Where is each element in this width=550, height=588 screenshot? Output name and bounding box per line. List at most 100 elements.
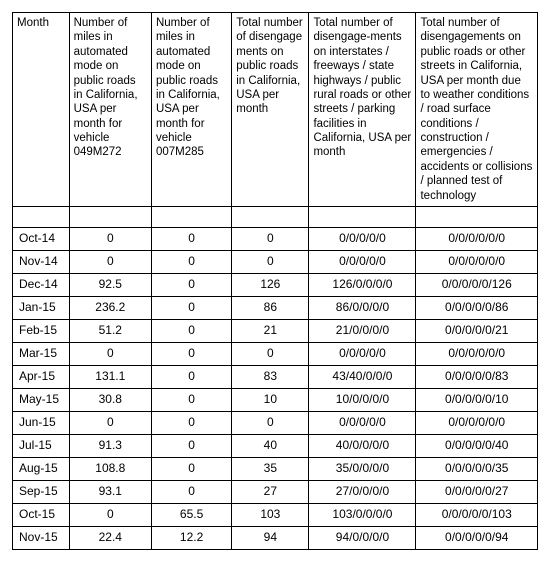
table-cell: 0: [69, 503, 151, 526]
table-cell: 0: [232, 250, 309, 273]
table-row: Mar-150000/0/0/0/00/0/0/0/0/0: [13, 342, 538, 365]
table-cell: 0/0/0/0/0/40: [416, 434, 538, 457]
table-cell: 35/0/0/0/0: [309, 457, 416, 480]
table-cell: Oct-14: [13, 227, 70, 250]
col-header-miles-049m272: Number of miles in automated mode on pub…: [69, 13, 151, 207]
table-row: Oct-140000/0/0/0/00/0/0/0/0/0: [13, 227, 538, 250]
table-cell: 0: [69, 250, 151, 273]
table-cell: 0: [151, 388, 231, 411]
table-cell: Jun-15: [13, 411, 70, 434]
table-cell: 27/0/0/0/0: [309, 480, 416, 503]
table-cell: 51.2: [69, 319, 151, 342]
col-header-disengagements-by-roadtype: Total number of disengage-ments on inter…: [309, 13, 416, 207]
table-cell: 0: [151, 250, 231, 273]
table-cell: 236.2: [69, 296, 151, 319]
table-cell: 21/0/0/0/0: [309, 319, 416, 342]
table-cell: 0/0/0/0/0: [309, 227, 416, 250]
table-cell: Mar-15: [13, 342, 70, 365]
table-cell: 0/0/0/0/0/126: [416, 273, 538, 296]
table-cell: Jan-15: [13, 296, 70, 319]
table-row: May-1530.801010/0/0/0/00/0/0/0/0/10: [13, 388, 538, 411]
table-cell: 0/0/0/0/0/35: [416, 457, 538, 480]
table-header: Month Number of miles in automated mode …: [13, 13, 538, 207]
table-cell: 108.8: [69, 457, 151, 480]
table-cell: 65.5: [151, 503, 231, 526]
table-cell: 83: [232, 365, 309, 388]
table-row: Feb-1551.202121/0/0/0/00/0/0/0/0/21: [13, 319, 538, 342]
col-header-month: Month: [13, 13, 70, 207]
table-cell: Feb-15: [13, 319, 70, 342]
table-cell: 0: [232, 227, 309, 250]
table-cell: Oct-15: [13, 503, 70, 526]
table-cell: 0/0/0/0/0/86: [416, 296, 538, 319]
table-row: Sep-1593.102727/0/0/0/00/0/0/0/0/27: [13, 480, 538, 503]
spacer-row: [13, 206, 538, 227]
table-cell: 0: [151, 342, 231, 365]
table-cell: 0/0/0/0/0/0: [416, 250, 538, 273]
table-cell: 0: [151, 227, 231, 250]
table-row: Jul-1591.304040/0/0/0/00/0/0/0/0/40: [13, 434, 538, 457]
col-header-miles-007m285: Number of miles in automated mode on pub…: [151, 13, 231, 207]
table-cell: 0/0/0/0/0/94: [416, 526, 538, 549]
table-cell: 0: [151, 296, 231, 319]
table-cell: 86: [232, 296, 309, 319]
table-cell: Nov-14: [13, 250, 70, 273]
table-cell: 0: [232, 342, 309, 365]
table-cell: 27: [232, 480, 309, 503]
table-row: Jun-150000/0/0/0/00/0/0/0/0/0: [13, 411, 538, 434]
table-cell: Jul-15: [13, 434, 70, 457]
table-cell: 94: [232, 526, 309, 549]
col-header-total-disengagements: Total number of disengage ments on publi…: [232, 13, 309, 207]
table-cell: 40/0/0/0/0: [309, 434, 416, 457]
table-cell: Nov-15: [13, 526, 70, 549]
table-cell: 0/0/0/0/0: [309, 342, 416, 365]
table-cell: 0: [151, 411, 231, 434]
table-cell: 103/0/0/0/0: [309, 503, 416, 526]
table-cell: 0/0/0/0/0/27: [416, 480, 538, 503]
table-cell: Dec-14: [13, 273, 70, 296]
table-cell: 0: [69, 411, 151, 434]
data-table: Month Number of miles in automated mode …: [12, 12, 538, 550]
table-cell: 0/0/0/0/0/21: [416, 319, 538, 342]
table-cell: 21: [232, 319, 309, 342]
table-cell: 92.5: [69, 273, 151, 296]
table-cell: 86/0/0/0/0: [309, 296, 416, 319]
table-cell: 91.3: [69, 434, 151, 457]
table-cell: 40: [232, 434, 309, 457]
table-cell: 0/0/0/0/0/0: [416, 411, 538, 434]
table-cell: 35: [232, 457, 309, 480]
table-cell: 0: [232, 411, 309, 434]
table-cell: 0/0/0/0/0/103: [416, 503, 538, 526]
table-cell: 22.4: [69, 526, 151, 549]
table-cell: 0: [151, 457, 231, 480]
table-row: Apr-15131.108343/40/0/0/00/0/0/0/0/83: [13, 365, 538, 388]
table-cell: 0/0/0/0/0: [309, 411, 416, 434]
table-cell: 103: [232, 503, 309, 526]
table-cell: 0: [69, 227, 151, 250]
table-row: Aug-15108.803535/0/0/0/00/0/0/0/0/35: [13, 457, 538, 480]
table-cell: 12.2: [151, 526, 231, 549]
table-cell: 0: [151, 273, 231, 296]
table-cell: 0/0/0/0/0/0: [416, 342, 538, 365]
table-cell: 0: [151, 480, 231, 503]
table-cell: Sep-15: [13, 480, 70, 503]
table-cell: 0: [151, 365, 231, 388]
table-cell: 10: [232, 388, 309, 411]
table-row: Jan-15236.208686/0/0/0/00/0/0/0/0/86: [13, 296, 538, 319]
table-cell: Aug-15: [13, 457, 70, 480]
table-body: Oct-140000/0/0/0/00/0/0/0/0/0Nov-140000/…: [13, 206, 538, 549]
table-cell: Apr-15: [13, 365, 70, 388]
table-cell: 10/0/0/0/0: [309, 388, 416, 411]
table-cell: 0/0/0/0/0/0: [416, 227, 538, 250]
table-row: Dec-1492.50126126/0/0/0/00/0/0/0/0/126: [13, 273, 538, 296]
table-cell: 30.8: [69, 388, 151, 411]
table-cell: 0/0/0/0/0/83: [416, 365, 538, 388]
table-row: Nov-1522.412.29494/0/0/0/00/0/0/0/0/94: [13, 526, 538, 549]
table-cell: 0: [151, 319, 231, 342]
table-cell: 126/0/0/0/0: [309, 273, 416, 296]
col-header-disengagements-by-cause: Total number of disengagements on public…: [416, 13, 538, 207]
table-cell: 93.1: [69, 480, 151, 503]
table-row: Nov-140000/0/0/0/00/0/0/0/0/0: [13, 250, 538, 273]
table-cell: 126: [232, 273, 309, 296]
table-cell: 0: [151, 434, 231, 457]
